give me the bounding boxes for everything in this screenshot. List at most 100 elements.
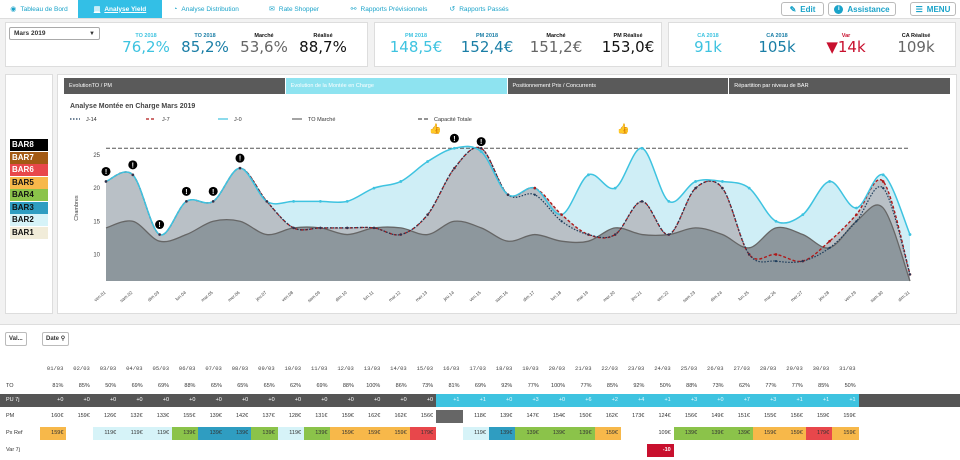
table-cell: 156€ (420, 413, 434, 419)
table-cell: 18/03 (495, 365, 513, 372)
edit-button[interactable]: ✎ Edit (781, 2, 824, 16)
x-tick-label: mar.12 (388, 290, 402, 303)
kpi-label: CA Réalisé (901, 33, 931, 39)
table-cell: +0 (268, 397, 275, 403)
table-cell: 159€ (752, 427, 780, 440)
nav-item-rate-shopper[interactable]: ✉ Rate Shopper (250, 0, 338, 18)
table-cell: 131€ (315, 413, 328, 419)
tab-0[interactable]: EvolutionTO / PM (64, 78, 286, 94)
pm-kpi-3: PM Réalisé 153,0€ (593, 33, 663, 56)
kpi-value: 91k (694, 38, 722, 56)
alert-icon (449, 133, 459, 143)
table-cell: 02/03 (73, 365, 90, 372)
table-cell (700, 444, 726, 457)
table-cell: 137€ (262, 413, 275, 419)
kpi-value: 151,2€ (529, 38, 583, 56)
table-cell: 73% (422, 383, 434, 389)
table-cell: 109€ (647, 427, 674, 440)
x-tick-label: mer.13 (414, 290, 428, 303)
nav-item-rapports-pass-s[interactable]: ↺ Rapports Passés (440, 0, 518, 18)
table-cell: 62% (738, 383, 750, 389)
table-cell: 11/03 (310, 365, 328, 372)
x-tick-label: mer.20 (602, 290, 616, 303)
table-cell: 69% (131, 383, 143, 389)
kpi-label: Réalisé (313, 33, 333, 39)
assistance-label: Assistance (847, 4, 890, 14)
alert-icon-mark: ! (105, 169, 107, 176)
j0-point (399, 180, 403, 183)
j14-point (104, 180, 108, 183)
table-cell: 15/03 (416, 365, 434, 372)
kpi-value: 76,2% (122, 38, 170, 56)
pm-kpi-2: Marché 151,2€ (521, 33, 591, 56)
j14-point (721, 186, 724, 190)
x-tick-label: ven.29 (843, 290, 857, 303)
nav-item-tableau-de-bord[interactable]: ◉ Tableau de Bord (0, 0, 78, 18)
alert-icon (155, 220, 165, 230)
x-tick-label: dim.03 (147, 290, 161, 303)
bar-level-bar6: BAR6 (10, 164, 48, 176)
kpi-label: CA 2018 (766, 33, 788, 39)
tab-3[interactable]: Répartition par niveau de BAR (729, 78, 951, 94)
ticket-icon: ✉ (269, 6, 275, 13)
j7-point (774, 253, 778, 256)
table-cell: 139€ (172, 427, 199, 440)
table-cell: 65% (237, 383, 249, 389)
kpi-label: PM Réalisé (613, 33, 643, 39)
kpi-label: Marché (546, 33, 566, 39)
value-filter-button[interactable]: Val... (5, 332, 27, 346)
menu-button[interactable]: ☰ MENU (910, 2, 956, 16)
tab-2[interactable]: Positionnement Prix / Concurrents (507, 78, 730, 94)
table-cell: 149€ (711, 413, 724, 419)
kpi-label: TO 2018 (194, 33, 216, 39)
alert-icon-mark: ! (185, 189, 187, 196)
y-tick-label: 20 (93, 186, 100, 192)
table-cell: 139€ (541, 427, 569, 440)
caret-down-icon: ▼ (89, 31, 95, 37)
table-cell: 77% (527, 383, 539, 389)
nav-item-rapports-pr-visionnels[interactable]: ⚯ Rapports Prévisionnels (338, 0, 440, 18)
table-cell: +0 (400, 397, 407, 403)
table-cell: 81% (448, 383, 460, 389)
table-cell (436, 444, 462, 457)
table-cell: 139€ (700, 427, 727, 440)
table-cell (568, 444, 594, 457)
x-tick-label: ven.01 (93, 290, 107, 303)
table-cell: 139€ (726, 427, 753, 440)
month-select[interactable]: Mars 2019 ▼ (9, 27, 100, 40)
table-cell: 154€ (552, 413, 566, 419)
table-cell: 10/03 (284, 365, 302, 372)
assistance-button[interactable]: i Assistance (828, 2, 896, 16)
table-cell: 133€ (156, 413, 170, 419)
table-cell: +1 (832, 394, 859, 407)
month-select-value: Mars 2019 (14, 30, 46, 37)
table-cell: 69% (316, 383, 328, 389)
table-cell: 69% (474, 383, 486, 389)
table-cell: 12/03 (337, 365, 354, 372)
j0-point (372, 186, 376, 190)
table-cell: 20/03 (548, 365, 566, 372)
table-cell (595, 444, 621, 457)
table-cell: 16/03 (442, 365, 460, 372)
table-cell: 05/03 (152, 365, 170, 372)
alert-icon (208, 186, 218, 196)
table-cell: 119€ (119, 427, 146, 440)
nav-item-analyse-distribution[interactable]: ◔ Analyse Distribution (162, 0, 250, 18)
nav-item-analyse-yield[interactable]: ▥ Analyse Yield (78, 0, 162, 18)
j14-point (480, 147, 483, 150)
chart-title: Analyse Montée en Charge Mars 2019 (70, 103, 196, 110)
kpi-value: 53,6% (240, 38, 288, 56)
dashboard-icon: ◉ (10, 6, 17, 13)
x-tick-label: jeu.21 (629, 290, 643, 303)
table-cell (146, 444, 172, 457)
j0-point (855, 206, 858, 210)
x-tick-label: mer.27 (790, 290, 804, 303)
table-cell: 160€ (51, 413, 64, 419)
table-cell: +3 (752, 394, 780, 407)
table-cell: 31/03 (839, 365, 856, 372)
date-filter-button[interactable]: Date ⚲ (42, 332, 70, 346)
table-cell: 06/03 (178, 365, 196, 372)
j0-point (640, 146, 644, 150)
table-cell: +0 (83, 397, 90, 403)
tab-1[interactable]: Evolution de la Montée en Charge (285, 78, 508, 94)
